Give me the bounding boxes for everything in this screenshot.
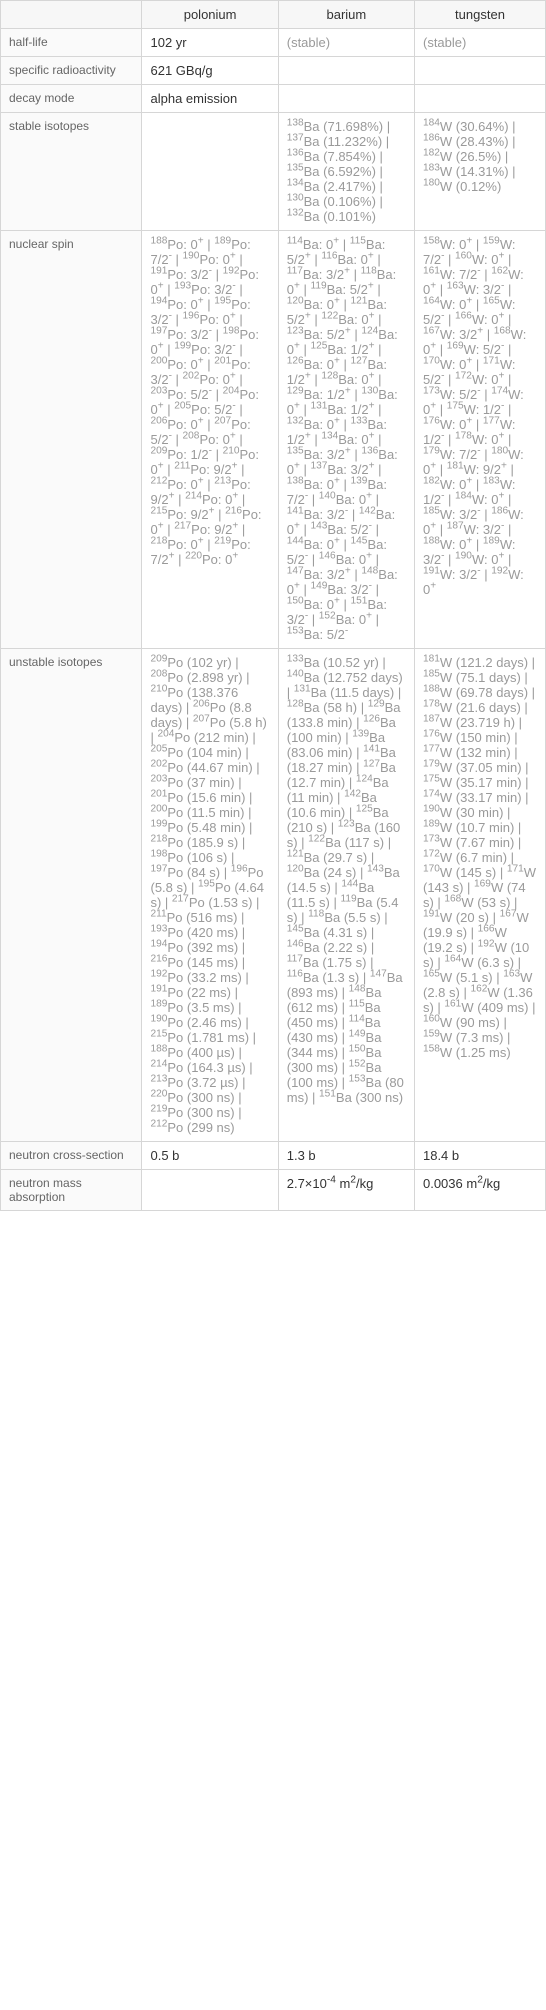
cell-neutron-cross-section-c1: 0.5 b xyxy=(142,1142,278,1170)
cell-nuclear-spin-c1: 188Po: 0+ | 189Po: 7/2- | 190Po: 0+ | 19… xyxy=(142,231,278,649)
table-row: neutron mass absorption 2.7×10-4 m2/kg0.0… xyxy=(1,1170,546,1211)
cell-stable-isotopes-c3: 184W (30.64%) | 186W (28.43%) | 182W (26… xyxy=(414,113,545,231)
table-row: unstable isotopes209Po (102 yr) | 208Po … xyxy=(1,649,546,1142)
table-row: half-life102 yr(stable)(stable) xyxy=(1,29,546,57)
cell-specific-radioactivity-c3 xyxy=(414,57,545,85)
row-label-neutron-cross-section: neutron cross-section xyxy=(1,1142,142,1170)
cell-nuclear-spin-c2: 114Ba: 0+ | 115Ba: 5/2+ | 116Ba: 0+ | 11… xyxy=(278,231,414,649)
cell-specific-radioactivity-c2 xyxy=(278,57,414,85)
header-row: polonium barium tungsten xyxy=(1,1,546,29)
row-label-neutron-mass-absorption: neutron mass absorption xyxy=(1,1170,142,1211)
row-label-unstable-isotopes: unstable isotopes xyxy=(1,649,142,1142)
cell-half-life-c3: (stable) xyxy=(414,29,545,57)
header-barium: barium xyxy=(278,1,414,29)
cell-half-life-c1: 102 yr xyxy=(142,29,278,57)
cell-neutron-cross-section-c3: 18.4 b xyxy=(414,1142,545,1170)
cell-half-life-c2: (stable) xyxy=(278,29,414,57)
table-row: decay modealpha emission xyxy=(1,85,546,113)
header-blank xyxy=(1,1,142,29)
table-row: nuclear spin188Po: 0+ | 189Po: 7/2- | 19… xyxy=(1,231,546,649)
cell-unstable-isotopes-c2: 133Ba (10.52 yr) | 140Ba (12.752 days) |… xyxy=(278,649,414,1142)
cell-stable-isotopes-c2: 138Ba (71.698%) | 137Ba (11.232%) | 136B… xyxy=(278,113,414,231)
cell-decay-mode-c2 xyxy=(278,85,414,113)
row-label-half-life: half-life xyxy=(1,29,142,57)
cell-unstable-isotopes-c3: 181W (121.2 days) | 185W (75.1 days) | 1… xyxy=(414,649,545,1142)
row-label-nuclear-spin: nuclear spin xyxy=(1,231,142,649)
cell-neutron-mass-absorption-c1 xyxy=(142,1170,278,1211)
cell-decay-mode-c1: alpha emission xyxy=(142,85,278,113)
cell-specific-radioactivity-c1: 621 GBq/g xyxy=(142,57,278,85)
table-row: specific radioactivity621 GBq/g xyxy=(1,57,546,85)
row-label-specific-radioactivity: specific radioactivity xyxy=(1,57,142,85)
table-row: stable isotopes 138Ba (71.698%) | 137Ba (… xyxy=(1,113,546,231)
cell-neutron-mass-absorption-c3: 0.0036 m2/kg xyxy=(414,1170,545,1211)
table-row: neutron cross-section0.5 b1.3 b18.4 b xyxy=(1,1142,546,1170)
cell-decay-mode-c3 xyxy=(414,85,545,113)
row-label-decay-mode: decay mode xyxy=(1,85,142,113)
header-polonium: polonium xyxy=(142,1,278,29)
cell-neutron-mass-absorption-c2: 2.7×10-4 m2/kg xyxy=(278,1170,414,1211)
cell-stable-isotopes-c1 xyxy=(142,113,278,231)
row-label-stable-isotopes: stable isotopes xyxy=(1,113,142,231)
header-tungsten: tungsten xyxy=(414,1,545,29)
cell-unstable-isotopes-c1: 209Po (102 yr) | 208Po (2.898 yr) | 210P… xyxy=(142,649,278,1142)
cell-nuclear-spin-c3: 158W: 0+ | 159W: 7/2- | 160W: 0+ | 161W:… xyxy=(414,231,545,649)
cell-neutron-cross-section-c2: 1.3 b xyxy=(278,1142,414,1170)
properties-table: polonium barium tungsten half-life102 yr… xyxy=(0,0,546,1211)
